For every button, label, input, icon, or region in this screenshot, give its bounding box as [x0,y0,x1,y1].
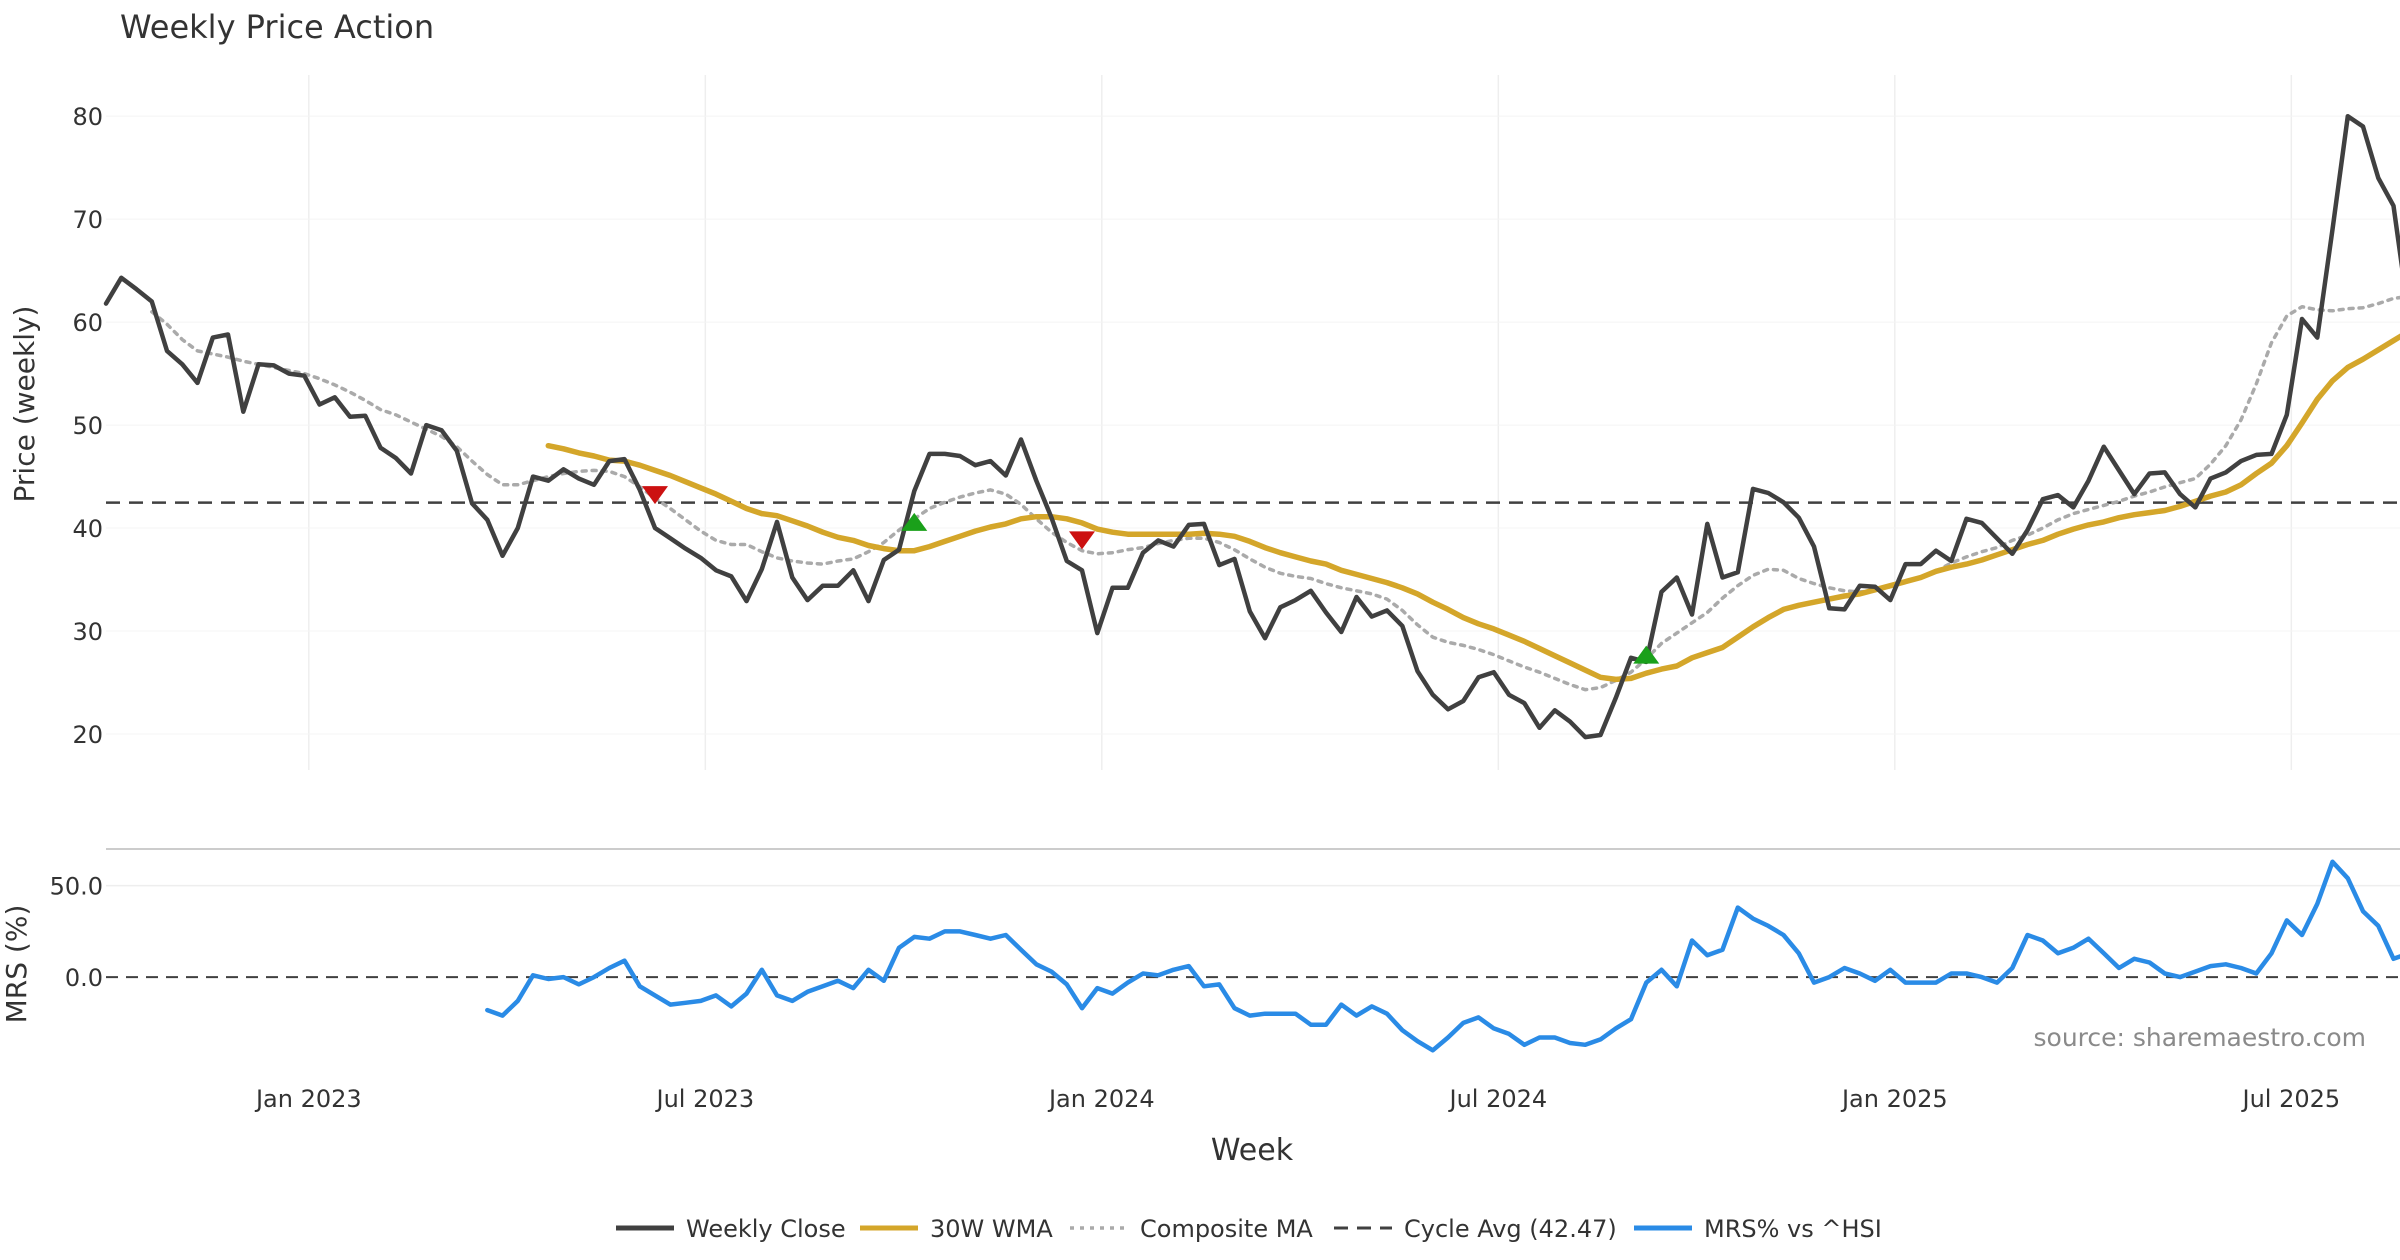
price-y-axis: 20 30 40 50 60 70 80 [72,103,103,749]
legend-label: Composite MA [1140,1215,1313,1243]
price-y-axis-label: Price (weekly) [8,306,41,503]
sell-signal-marker [1069,531,1095,550]
buy-signal-marker [901,512,928,531]
legend-label: Cycle Avg (42.47) [1404,1215,1617,1243]
legend-label: 30W WMA [930,1215,1053,1243]
series-composite-ma [150,295,2400,692]
chart-title: Weekly Price Action [120,8,434,46]
x-axis-label: Week [1211,1133,1294,1168]
price-y-tick-label: 30 [72,618,103,646]
mrs-y-tick-label: 50.0 [50,873,103,901]
price-y-tick-label: 20 [72,721,103,749]
legend-entry: Composite MA [1070,1215,1313,1243]
legend-entry: 30W WMA [860,1215,1053,1243]
price-grid [106,75,2400,770]
price-y-tick-label: 40 [72,515,103,543]
mrs-series-group [485,859,2400,1053]
series-weekly-close [103,113,2400,740]
x-tick-label: Jan 2025 [1840,1085,1948,1113]
mrs-grid [106,884,2400,979]
price-y-tick-label: 80 [72,103,103,131]
buy-signal-marker [1633,645,1660,664]
x-tick-label: Jan 2024 [1047,1085,1155,1113]
price-y-tick-label: 50 [72,412,103,440]
price-y-tick-label: 70 [72,206,103,234]
series-30w-wma [545,333,2400,683]
legend-label: Weekly Close [686,1215,846,1243]
legend: Weekly Close 30W WMA Composite MA Cycle Avg… [616,1215,1882,1243]
x-tick-label: Jul 2023 [654,1085,754,1113]
price-y-tick-label: 60 [72,309,103,337]
sell-signal-marker [642,486,668,505]
mrs-y-axis-label: MRS (%) [0,905,33,1024]
x-tick-label: Jul 2025 [2240,1085,2340,1113]
legend-entry: Weekly Close [616,1215,846,1243]
legend-entry: Cycle Avg (42.47) [1334,1215,1617,1243]
mrs-y-tick-label: 0.0 [65,964,103,992]
legend-label: MRS% vs ^HSI [1704,1215,1882,1243]
source-label: source: sharemaestro.com [2034,1023,2367,1052]
signal-markers [642,486,1660,664]
mrs-y-axis: 0.0 50.0 [50,873,103,993]
x-tick-label: Jan 2023 [254,1085,362,1113]
x-axis: Jan 2023 Jul 2023 Jan 2024 Jul 2024 Jan 2025… [254,1085,2340,1113]
series-mrs [485,859,2400,1053]
legend-entry: MRS% vs ^HSI [1634,1215,1882,1243]
x-tick-label: Jul 2024 [1447,1085,1547,1113]
price-series-group [103,113,2400,740]
